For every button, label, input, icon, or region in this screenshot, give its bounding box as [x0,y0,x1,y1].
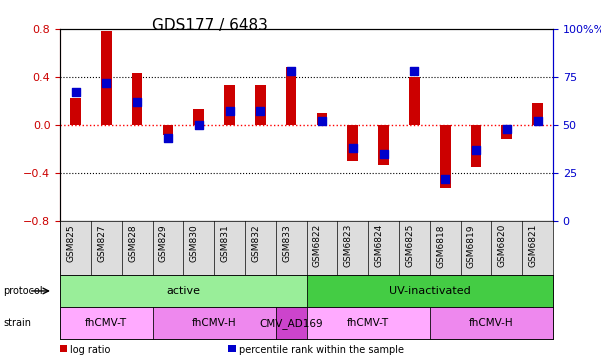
Text: CMV_AD169: CMV_AD169 [259,318,323,328]
Text: UV-inactivated: UV-inactivated [389,286,471,296]
Point [163,136,172,141]
Text: GDS177 / 6483: GDS177 / 6483 [153,18,268,33]
Text: protocol: protocol [3,286,43,296]
Text: GSM833: GSM833 [282,224,291,262]
Bar [532,103,543,125]
Bar [285,67,296,125]
Bar [501,125,512,139]
Text: GSM6824: GSM6824 [374,224,383,267]
Bar [378,125,389,165]
Bar [132,73,142,125]
Text: GSM830: GSM830 [190,224,199,262]
Text: GSM831: GSM831 [221,224,230,262]
Text: fhCMV-H: fhCMV-H [192,318,236,328]
Bar [101,31,112,125]
FancyBboxPatch shape [307,275,553,307]
Text: GSM829: GSM829 [159,224,168,262]
Text: GSM6825: GSM6825 [405,224,414,267]
Point [286,68,296,74]
Text: GSM832: GSM832 [251,224,260,262]
FancyBboxPatch shape [430,307,553,339]
Point [532,118,542,124]
Text: active: active [166,286,200,296]
Point [225,109,234,114]
Point [71,89,81,95]
Text: GSM6823: GSM6823 [344,224,353,267]
Text: GSM828: GSM828 [128,224,137,262]
Point [348,145,358,151]
Bar [347,125,358,161]
Point [409,68,419,74]
Point [317,118,327,124]
Point [255,109,265,114]
FancyBboxPatch shape [60,307,153,339]
Text: strain: strain [3,318,31,328]
Bar [162,125,173,135]
Text: fhCMV-T: fhCMV-T [347,318,389,328]
Text: GSM6818: GSM6818 [436,224,445,267]
Point [102,80,111,85]
Text: GSM827: GSM827 [97,224,106,262]
Text: GSM825: GSM825 [67,224,76,262]
Text: GSM6821: GSM6821 [528,224,537,267]
Text: log ratio: log ratio [70,345,111,355]
Point [379,151,388,157]
Bar [224,85,235,125]
FancyBboxPatch shape [60,275,307,307]
Bar [471,125,481,167]
Point [132,99,142,105]
Text: percentile rank within the sample: percentile rank within the sample [239,345,404,355]
Point [194,122,204,128]
FancyBboxPatch shape [307,307,430,339]
Text: fhCMV-T: fhCMV-T [85,318,127,328]
Point [502,126,511,132]
Point [471,147,481,153]
FancyBboxPatch shape [153,307,276,339]
Bar [440,125,451,188]
Bar [70,99,81,125]
Point [441,176,450,182]
Bar [255,85,266,125]
Text: GSM6822: GSM6822 [313,224,322,267]
Text: GSM6820: GSM6820 [498,224,507,267]
Text: fhCMV-H: fhCMV-H [469,318,514,328]
Text: GSM6819: GSM6819 [467,224,476,267]
Bar [317,113,328,125]
Bar [409,77,419,125]
FancyBboxPatch shape [276,307,307,339]
Bar [194,109,204,125]
